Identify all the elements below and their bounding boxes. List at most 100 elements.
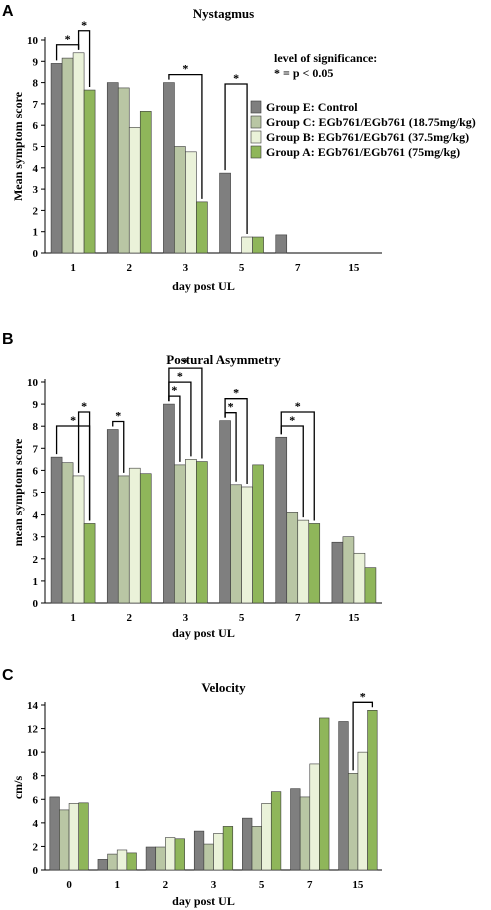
panel-b-y-tick-label: 0 <box>33 598 39 610</box>
panel-b-significance-star: * <box>81 399 87 413</box>
legend-swatch-group-b <box>250 130 262 144</box>
panel-c-bar-group-a-2 <box>174 838 185 871</box>
panel-a-significance-bracket <box>77 30 91 88</box>
legend-label-control: Group E: Control <box>266 100 358 114</box>
legend-swatch-group-a <box>250 145 262 159</box>
legend-label-group-c: Group C: EGb761/EGb761 (18.75mg/kg) <box>266 115 476 129</box>
panel-b-significance-star: * <box>233 386 239 400</box>
panel-a-bar-group-b-5 <box>241 236 253 254</box>
panel-c-bar-group-c-2 <box>155 846 166 871</box>
panel-b-bar-control-15 <box>331 541 344 604</box>
panel-b-bar-group-c-3 <box>174 464 186 604</box>
legend: level of significance: * = p < 0.05 Grou… <box>250 51 476 159</box>
panel-a-bar-group-b-2 <box>128 127 141 254</box>
panel-b-bar-group-c-1 <box>61 462 74 604</box>
panel-c-bar-group-c-1 <box>107 853 118 871</box>
panel-b-x-axis-label: day post UL <box>172 626 235 640</box>
panel-c-bar-group-a-7 <box>319 717 330 871</box>
panel-b-x-tick-label: 2 <box>127 612 133 624</box>
panel-b-bar-group-a-2 <box>139 473 152 604</box>
panel-a-bar-control-7 <box>275 234 288 254</box>
panel-a-y-tick-label: 1 <box>33 227 39 239</box>
panel-c-x-tick-label: 15 <box>352 879 364 891</box>
panel-c-bar-group-c-15 <box>347 773 359 871</box>
panel-a-bar-group-a-1 <box>83 89 96 254</box>
panel-c-bar-group-b-7 <box>309 763 320 871</box>
panel-b-bar-group-b-15 <box>353 552 366 604</box>
panel-a-y-axis-label: Mean symptom score <box>11 91 25 201</box>
panel-b-x-tick-label: 15 <box>348 612 360 624</box>
legend-label-group-b: Group B: EGb761/EGb761 (37.5mg/kg) <box>266 130 469 144</box>
panel-b-y-tick-label: 4 <box>33 510 39 522</box>
panel-c-y-tick-label: 6 <box>33 794 39 806</box>
panel-a-bar-group-c-3 <box>174 146 186 254</box>
panel-b-bar-control-1 <box>50 456 63 604</box>
panel-b-x-tick-label: 1 <box>70 612 76 624</box>
panel-c-x-tick-label: 3 <box>211 879 217 891</box>
panel-postural-asymmetry: Postural Asymmetry mean symptom score 0 1 2 3… <box>11 352 382 640</box>
panel-a-bar-group-a-2 <box>139 111 152 254</box>
panel-a-y-tick-label: 5 <box>33 142 39 154</box>
panel-a-x-axis-label: day post UL <box>172 279 235 293</box>
panel-b-bar-group-c-2 <box>117 475 130 604</box>
panel-a-significance-star: * <box>233 71 239 85</box>
panel-b-significance-star: * <box>289 413 295 427</box>
panel-a-significance-bracket <box>168 73 203 199</box>
panel-c-y-tick-label: 12 <box>27 724 39 736</box>
panel-c-significance-star: * <box>360 689 366 703</box>
panel-b-bar-group-a-7 <box>308 523 321 604</box>
panel-a-y-tick-label: 10 <box>27 35 39 47</box>
panel-b-significance-star: * <box>177 369 183 383</box>
panel-c-bar-group-a-0 <box>78 802 89 871</box>
panel-b-title: Postural Asymmetry <box>166 352 281 367</box>
panel-c-bar-group-c-3 <box>203 843 214 871</box>
panel-a-bar-control-3 <box>163 82 175 254</box>
panel-b-y-axis-label: mean symptom score <box>11 438 25 546</box>
panel-c-bar-control-0 <box>49 796 60 871</box>
panel-c-bar-group-a-15 <box>367 710 378 871</box>
panel-a-y-tick-label: 4 <box>33 163 39 175</box>
panel-a-bar-group-a-5 <box>252 236 264 254</box>
legend-swatch-control <box>250 100 262 114</box>
panel-a-bar-group-b-3 <box>185 151 197 254</box>
panel-b-significance-bracket <box>224 398 248 484</box>
panel-b-bar-group-b-3 <box>185 459 197 604</box>
legend-swatch-group-c <box>250 115 262 129</box>
panel-c-bar-control-15 <box>338 721 349 871</box>
panel-b-bar-group-a-5 <box>252 464 264 604</box>
panel-c-bar-group-b-0 <box>68 803 79 871</box>
panel-c-x-axis-label: day post UL <box>172 894 235 908</box>
panel-c-significance-bracket <box>352 701 374 771</box>
panel-c-bar-control-3 <box>193 830 205 871</box>
panel-a-x-tick-label: 1 <box>70 262 76 274</box>
panel-a-x-tick-label: 5 <box>239 262 245 274</box>
panel-b-y-tick-label: 2 <box>33 554 39 566</box>
panel-a-significance-star: * <box>81 18 87 32</box>
panel-c-bar-control-7 <box>290 788 301 871</box>
panel-b-bar-group-c-7 <box>286 512 299 604</box>
panel-b-y-tick-label: 7 <box>33 443 39 455</box>
panel-b-bar-group-c-15 <box>342 536 355 604</box>
panel-a-y-tick-label: 6 <box>33 120 39 132</box>
panel-c-y-tick-label: 2 <box>33 841 39 853</box>
panel-c-y-tick-label: 4 <box>33 818 39 830</box>
panel-a-bar-control-5 <box>219 172 231 254</box>
panel-a-x-tick-label: 2 <box>127 262 133 274</box>
panel-b-bar-group-b-7 <box>297 519 310 604</box>
panel-a-y-tick-label: 2 <box>33 205 39 217</box>
panel-c-y-tick-label: 14 <box>27 700 39 712</box>
panel-a-y-tick-label: 7 <box>33 99 39 111</box>
panel-b-x-tick-label: 5 <box>239 612 245 624</box>
panel-a-significance-star: * <box>182 62 188 76</box>
panel-b-y-tick-label: 8 <box>33 421 39 433</box>
significance-title: level of significance: <box>274 51 377 65</box>
panel-c-y-axis-label: cm/s <box>11 776 25 800</box>
panel-b-bar-group-b-1 <box>72 475 85 604</box>
panel-a-title: Nystagmus <box>193 6 254 21</box>
panel-b-significance-bracket <box>77 411 91 521</box>
panel-b-significance-star: * <box>295 399 301 413</box>
panel-c-bar-group-c-0 <box>59 809 70 871</box>
panel-c-bar-control-1 <box>97 859 108 871</box>
panel-b-bar-group-a-3 <box>196 461 208 604</box>
